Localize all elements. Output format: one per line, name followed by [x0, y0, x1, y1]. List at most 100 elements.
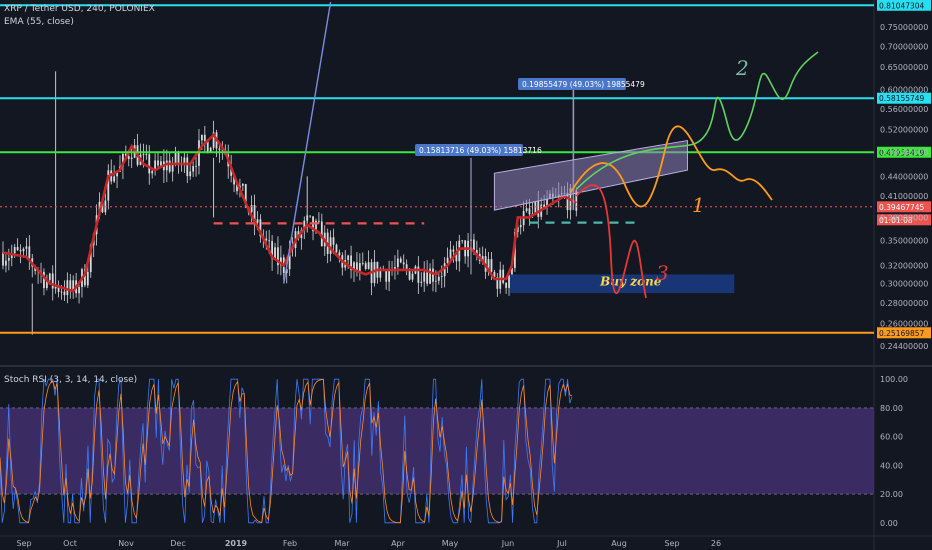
candle-body [516, 227, 519, 232]
candle-body [426, 272, 429, 284]
candle-body [318, 220, 320, 222]
candle-body [379, 268, 382, 278]
price-tick-label: 0.35000000 [880, 236, 928, 245]
candle-body [432, 268, 434, 282]
candle-body [575, 190, 578, 211]
time-tick-label: May [442, 539, 459, 548]
candle-body [127, 156, 130, 160]
time-tick-label: 26 [711, 539, 721, 548]
candle-body [5, 260, 7, 266]
time-tick-label: 2019 [225, 539, 248, 548]
candle-body [189, 171, 192, 177]
stoch-tick-label: 40.00 [880, 461, 903, 470]
candle-body [13, 246, 16, 254]
candle-body [244, 183, 247, 208]
candle-body [212, 132, 215, 148]
candle-body [399, 258, 402, 263]
stoch-tick-label: 60.00 [880, 433, 903, 442]
candle-body [496, 277, 499, 289]
symbol-title: XRP / Tether USD, 240, POLONIEX [4, 4, 155, 14]
stoch-tick-label: 80.00 [880, 404, 903, 413]
candle-body [233, 175, 235, 185]
candle-body [277, 247, 279, 266]
candle-body [124, 153, 127, 157]
price-tick-label: 0.48000000 [880, 148, 928, 157]
candle-body [405, 264, 408, 269]
candle-body [461, 240, 464, 242]
candle-body [19, 250, 22, 252]
candle-body [411, 273, 414, 280]
candle-body [396, 258, 399, 268]
stoch-legend: Stoch RSI (3, 3, 14, 14, close) [4, 375, 138, 385]
candle-body [473, 239, 475, 251]
candle-body [84, 269, 86, 286]
candle-body [165, 160, 168, 171]
candle-body [508, 275, 510, 288]
candle-body [157, 160, 159, 166]
candle-body [455, 251, 458, 262]
time-tick-label: Dec [170, 539, 185, 548]
candle-body [543, 204, 546, 208]
price-tick-label: 0.38000000 [880, 213, 928, 222]
candle-body [502, 269, 505, 283]
level-tag-0.47953419: 0.47953419 [879, 148, 925, 157]
level-tag-0.81047304: 0.81047304 [879, 1, 925, 10]
candle-body [22, 248, 25, 252]
candle-body [475, 250, 478, 254]
candle-body [268, 240, 271, 242]
candle-body [303, 220, 306, 231]
candle-body [89, 245, 92, 273]
candle-body [271, 241, 273, 259]
candle-body [356, 262, 358, 272]
candle-body [236, 184, 238, 192]
level-tag-bg-0.47953419 [877, 146, 931, 158]
time-tick-label: Mar [334, 539, 350, 548]
candle-body [423, 272, 426, 282]
candle-body [171, 163, 174, 172]
candle-body [256, 219, 259, 223]
candle-body [519, 225, 522, 228]
candle-body [57, 285, 60, 292]
candle-body [145, 154, 148, 156]
level-tag-bg-0.58155749 [877, 92, 931, 104]
level-tag-0.58155749: 0.58155749 [879, 94, 925, 103]
price-tick-label: 0.65000000 [880, 63, 928, 72]
candle-body [531, 213, 534, 215]
candle-body [101, 201, 104, 213]
price-tick-label: 0.30000000 [880, 280, 928, 289]
scenario-1-label: 1 [692, 193, 705, 217]
scenario-3-label: 3 [656, 261, 669, 285]
candle-body [329, 237, 332, 255]
time-tick-label: Feb [283, 539, 297, 548]
scenario-2-path [575, 51, 819, 190]
candle-body [440, 276, 443, 278]
candle-body [420, 281, 423, 283]
candle-body [353, 262, 355, 271]
candle-body [203, 134, 206, 141]
candle-body [160, 161, 162, 166]
price-tick-label: 0.28000000 [880, 299, 928, 308]
candle-body [566, 192, 569, 211]
candle-body [195, 165, 197, 167]
candle-body [122, 153, 124, 167]
time-tick-label: Oct [63, 539, 77, 548]
candle-body [209, 147, 212, 153]
candle-body [429, 268, 431, 284]
candle-body [534, 201, 537, 214]
scenario-3-path [575, 184, 647, 299]
candle-body [288, 249, 291, 270]
candle-body [78, 286, 80, 294]
candle-body [66, 280, 69, 296]
candle-body [437, 276, 440, 281]
candle-body [490, 259, 493, 272]
candle-body [487, 259, 490, 272]
candle-body [493, 271, 496, 278]
stoch-tick-label: 0.00 [880, 519, 898, 528]
price-tick-label: 0.24400000 [880, 342, 928, 351]
candle-body [274, 247, 276, 259]
stoch-tick-label: 100.00 [880, 375, 908, 384]
candle-body [458, 240, 461, 262]
candle-body [86, 272, 89, 286]
candle-body [449, 249, 452, 258]
candle-body [332, 237, 335, 245]
